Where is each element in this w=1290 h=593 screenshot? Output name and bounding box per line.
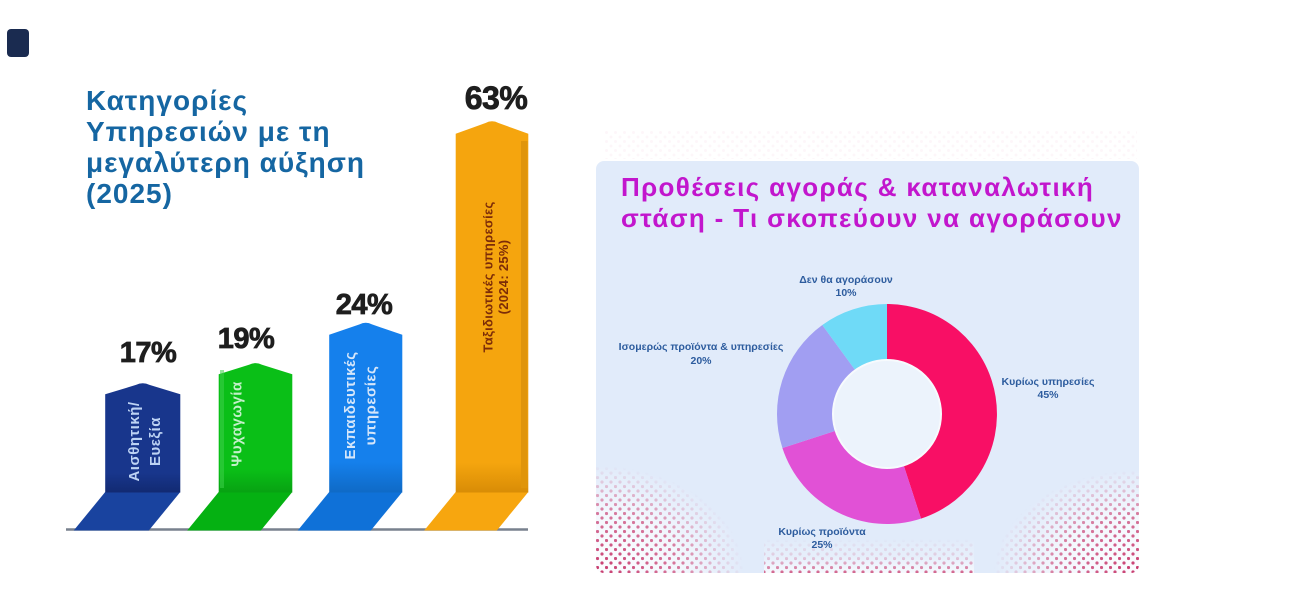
svg-text:Ψυχαγωγία: Ψυχαγωγία: [229, 381, 246, 467]
svg-text:24%: 24%: [336, 289, 393, 321]
svg-text:Ταξιδιωτικές υπηρεσίες: Ταξιδιωτικές υπηρεσίες: [480, 201, 495, 352]
svg-text:υπηρεσίες: υπηρεσίες: [363, 366, 380, 446]
svg-text:Εκπαιδευτικές: Εκπαιδευτικές: [342, 351, 359, 459]
svg-text:19%: 19%: [218, 323, 275, 355]
svg-text:Αισθητική/: Αισθητική/: [126, 401, 143, 481]
svg-text:(2024: 25%): (2024: 25%): [496, 240, 511, 315]
svg-text:63%: 63%: [465, 80, 528, 116]
svg-text:17%: 17%: [120, 337, 177, 369]
svg-text:Ευεξία: Ευεξία: [147, 417, 164, 466]
